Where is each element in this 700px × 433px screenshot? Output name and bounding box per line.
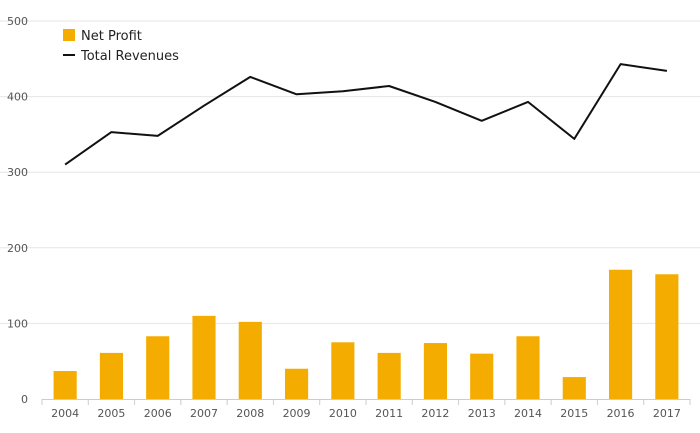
bar-2016 — [609, 269, 633, 399]
bar-2009 — [285, 368, 309, 399]
x-tick-label-2017: 2017 — [653, 407, 681, 420]
bar-2010 — [331, 342, 355, 399]
y-tick-label: 300 — [7, 166, 28, 179]
x-tick-label-2007: 2007 — [190, 407, 218, 420]
bar-2007 — [192, 315, 216, 399]
grid-lines — [0, 20, 700, 324]
legend-label-net-profit: Net Profit — [81, 29, 142, 44]
x-tick-label-2004: 2004 — [51, 407, 79, 420]
y-tick-label: 200 — [7, 242, 28, 255]
bar-2011 — [377, 352, 401, 399]
x-axis: 2004 2005 2006 2007 2008 2009 2010 2011 2012 2013… — [41, 399, 691, 420]
total-revenues-line-group — [64, 63, 668, 166]
bar-2015 — [562, 377, 586, 399]
y-axis-ticks: 0 100 200 300 400 500 — [7, 15, 28, 406]
y-tick-label: 500 — [7, 15, 28, 28]
x-tick-label-2008: 2008 — [236, 407, 264, 420]
x-tick-label-2012: 2012 — [421, 407, 449, 420]
x-tick-label-2016: 2016 — [607, 407, 635, 420]
legend-label-total-revenues: Total Revenues — [80, 49, 179, 64]
bar-2005 — [99, 352, 123, 399]
x-tick-label-2013: 2013 — [468, 407, 496, 420]
net-profit-bars — [53, 269, 679, 399]
x-tick-label-2005: 2005 — [97, 407, 125, 420]
x-tick-label-2011: 2011 — [375, 407, 403, 420]
bar-2004 — [53, 371, 77, 399]
bar-2017 — [655, 274, 679, 399]
x-tick-label-2014: 2014 — [514, 407, 542, 420]
x-tick-label-2015: 2015 — [560, 407, 588, 420]
bar-2006 — [146, 336, 170, 399]
y-tick-label: 400 — [7, 91, 28, 104]
legend: Net Profit Total Revenues — [63, 29, 179, 64]
y-tick-label: 100 — [7, 317, 28, 330]
bar-2012 — [423, 343, 447, 399]
x-tick-label-2006: 2006 — [144, 407, 172, 420]
y-tick-label: 0 — [21, 393, 28, 406]
legend-swatch-net-profit — [63, 29, 75, 41]
bar-2008 — [238, 321, 262, 399]
x-tick-label-2010: 2010 — [329, 407, 357, 420]
bar-2013 — [470, 353, 494, 399]
total-revenues-line — [64, 63, 668, 166]
x-tick-label-2009: 2009 — [283, 407, 311, 420]
bar-2014 — [516, 336, 540, 399]
